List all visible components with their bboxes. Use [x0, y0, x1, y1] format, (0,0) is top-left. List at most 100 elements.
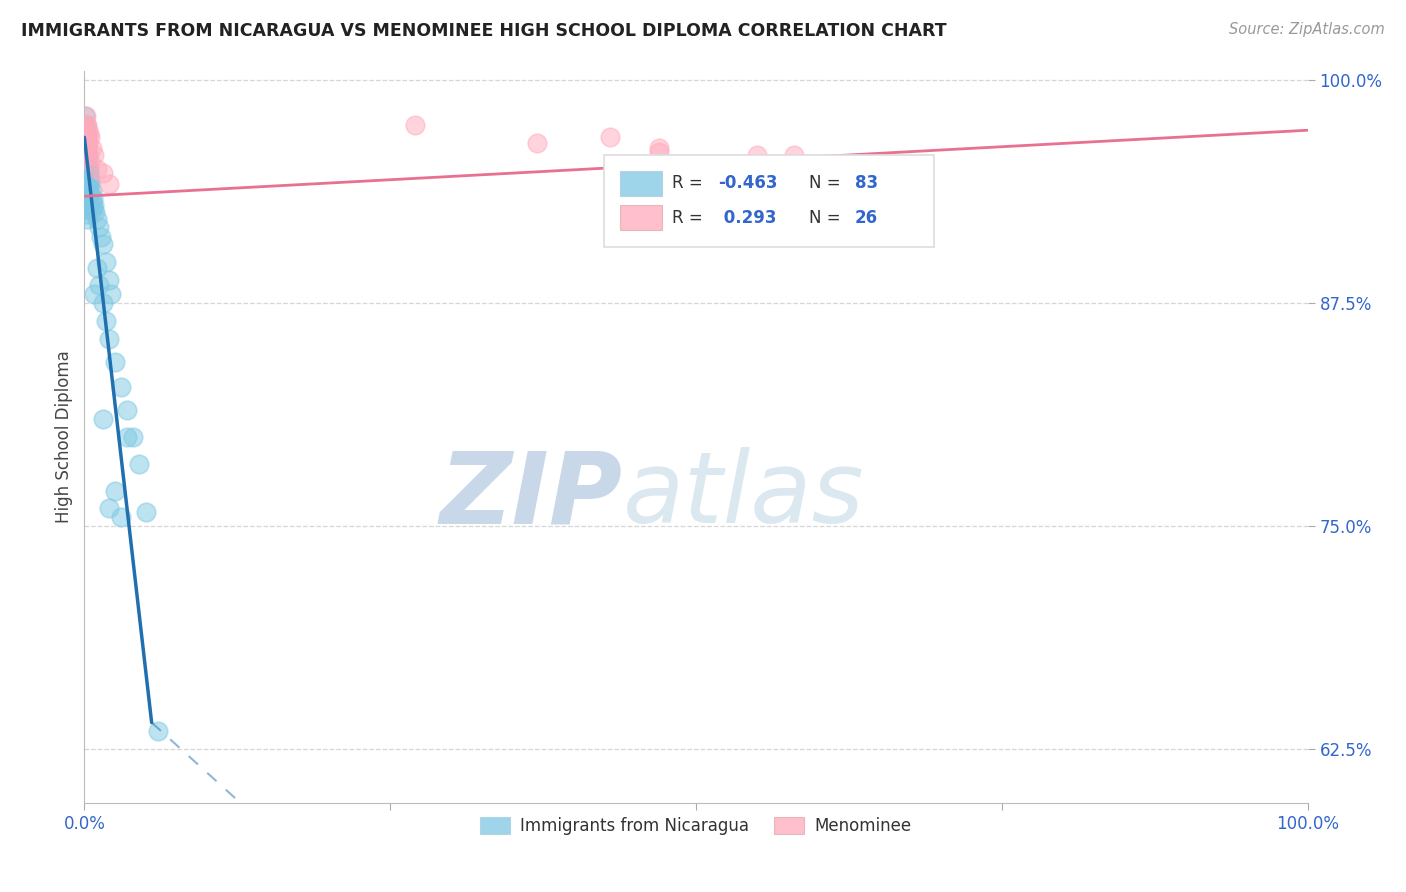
Point [97, 273, 120, 287]
Point [76, 177, 98, 191]
Point [75, 127, 97, 141]
FancyBboxPatch shape [605, 155, 935, 247]
Point [79, 187, 101, 202]
FancyBboxPatch shape [620, 205, 662, 230]
Point [79, 177, 101, 191]
Point [77, 191, 100, 205]
Point [77, 171, 100, 186]
Point [526, 136, 548, 150]
Point [75, 202, 97, 216]
Point [77, 136, 100, 150]
Point [87, 219, 110, 234]
Point [76, 145, 98, 159]
Text: ZIP: ZIP [440, 447, 623, 544]
Point [75, 118, 97, 132]
Point [76, 166, 98, 180]
Text: -0.463: -0.463 [718, 174, 778, 192]
Point [84, 205, 107, 219]
Point [75, 136, 97, 150]
Point [77, 173, 100, 187]
Point [77, 162, 100, 177]
Point [91, 296, 114, 310]
Point [104, 355, 127, 369]
Point [76, 148, 98, 162]
Point [80, 184, 103, 198]
Point [75, 153, 97, 168]
Point [75, 171, 97, 186]
Point [76, 184, 98, 198]
Point [76, 136, 98, 150]
Point [110, 510, 132, 524]
Point [75, 207, 97, 221]
Point [122, 430, 145, 444]
Point [75, 184, 97, 198]
Legend: Immigrants from Nicaragua, Menominee: Immigrants from Nicaragua, Menominee [474, 811, 918, 842]
Text: Source: ZipAtlas.com: Source: ZipAtlas.com [1229, 22, 1385, 37]
Point [77, 123, 100, 137]
Point [76, 202, 98, 216]
Point [97, 501, 120, 516]
Text: 0.293: 0.293 [718, 209, 776, 227]
Point [73, 109, 96, 123]
Point [75, 145, 97, 159]
Point [76, 194, 98, 209]
Point [76, 189, 98, 203]
Text: atlas: atlas [623, 447, 865, 544]
Text: N =: N = [808, 209, 845, 227]
Point [75, 136, 97, 150]
Point [75, 109, 97, 123]
Point [76, 148, 98, 162]
Point [77, 198, 100, 212]
Point [404, 118, 426, 132]
Point [76, 118, 98, 132]
Point [75, 127, 97, 141]
Point [135, 505, 157, 519]
Point [75, 123, 97, 137]
Point [115, 430, 138, 444]
Point [75, 180, 97, 194]
Point [75, 148, 97, 162]
Point [76, 177, 98, 191]
Point [75, 194, 97, 209]
Point [75, 130, 97, 145]
Point [76, 141, 98, 155]
Point [77, 166, 100, 180]
Point [90, 230, 112, 244]
Point [77, 177, 100, 191]
Point [685, 166, 707, 180]
Point [75, 159, 97, 173]
Point [648, 145, 671, 159]
Point [648, 141, 671, 155]
Point [83, 287, 105, 301]
Point [747, 148, 769, 162]
Point [96, 255, 118, 269]
Point [86, 212, 108, 227]
Point [100, 287, 122, 301]
FancyBboxPatch shape [620, 171, 662, 195]
Text: 83: 83 [855, 174, 879, 192]
Point [91, 237, 114, 252]
Point [96, 314, 118, 328]
Point [79, 130, 101, 145]
Point [91, 412, 114, 426]
Text: N =: N = [808, 174, 845, 192]
Text: R =: R = [672, 209, 713, 227]
Point [115, 403, 138, 417]
Point [128, 457, 150, 471]
Point [75, 166, 97, 180]
Point [77, 127, 100, 141]
Point [80, 194, 103, 209]
Point [97, 332, 120, 346]
Point [82, 202, 104, 216]
Text: IMMIGRANTS FROM NICARAGUA VS MENOMINEE HIGH SCHOOL DIPLOMA CORRELATION CHART: IMMIGRANTS FROM NICARAGUA VS MENOMINEE H… [21, 22, 946, 40]
Point [75, 177, 97, 191]
Point [104, 483, 127, 498]
Point [87, 278, 110, 293]
Point [75, 118, 97, 132]
Text: R =: R = [672, 174, 707, 192]
Point [75, 189, 97, 203]
Point [91, 166, 114, 180]
Point [86, 162, 108, 177]
Point [110, 380, 132, 394]
Point [146, 724, 169, 739]
